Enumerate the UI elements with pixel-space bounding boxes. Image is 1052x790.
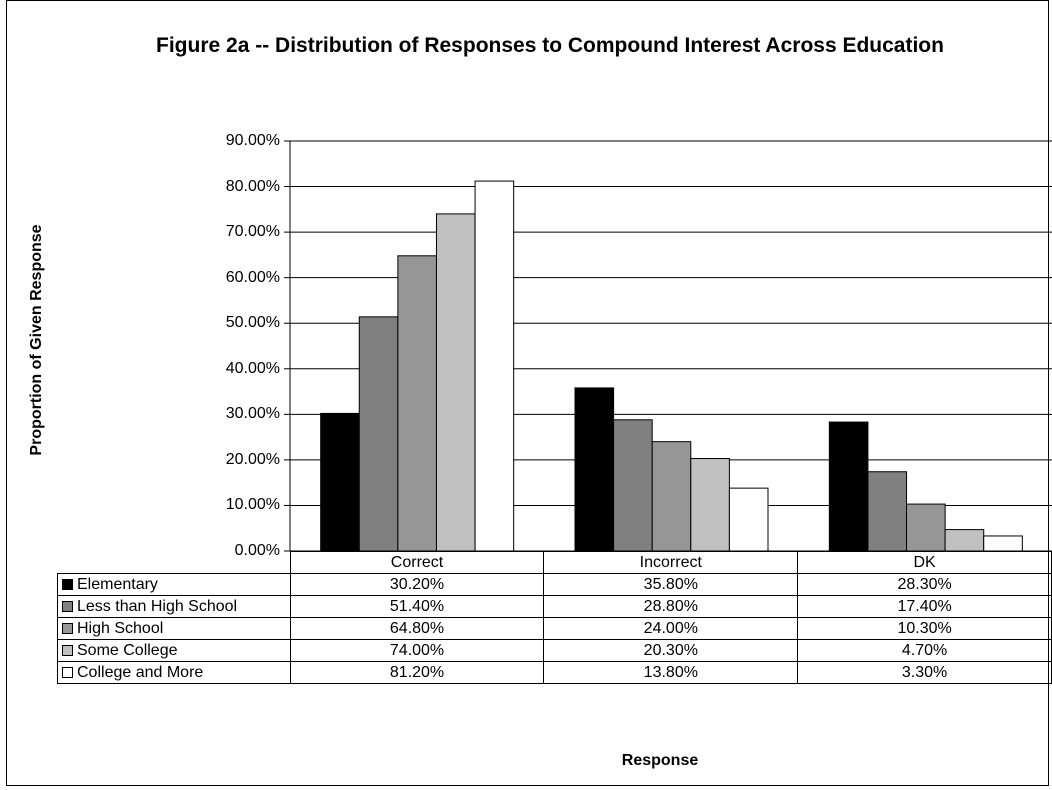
y-tick-label: 30.00% — [225, 405, 280, 423]
bar — [613, 419, 653, 552]
data-label: 13.80% — [543, 661, 799, 684]
data-label: 74.00% — [289, 639, 545, 662]
bar — [474, 180, 515, 552]
table-row: College and More 81.20% 13.80% 3.30% — [57, 661, 1052, 684]
bar — [651, 441, 692, 552]
bar — [728, 487, 769, 552]
bar — [944, 529, 985, 552]
category-label: Incorrect — [543, 551, 799, 574]
data-label: 20.30% — [543, 639, 799, 662]
series-name-text: Elementary — [77, 575, 158, 593]
bar — [867, 471, 908, 552]
data-label: 28.30% — [797, 573, 1052, 596]
table-corner — [57, 551, 291, 574]
bar — [320, 412, 360, 552]
category-label: DK — [797, 551, 1052, 574]
y-tick-label: 80.00% — [225, 177, 280, 195]
data-label: 35.80% — [543, 573, 799, 596]
chart-title: Figure 2a -- Distribution of Responses t… — [156, 34, 944, 57]
bar — [358, 316, 399, 552]
series-name-text: Less than High School — [77, 597, 238, 615]
table-row: Elementary 30.20% 35.80% 28.30% — [57, 573, 1052, 596]
data-label: 17.40% — [797, 595, 1052, 618]
category-label: Correct — [289, 551, 545, 574]
data-label: 81.20% — [289, 661, 545, 684]
legend-swatch — [62, 666, 73, 678]
data-label: 51.40% — [289, 595, 545, 618]
data-label: 28.80% — [543, 595, 799, 618]
data-label: 10.30% — [797, 617, 1052, 640]
series-name-text: High School — [77, 619, 164, 637]
y-tick-label: 50.00% — [225, 314, 280, 332]
y-tick-label: 20.00% — [225, 450, 280, 468]
bar — [435, 213, 476, 552]
bar — [983, 535, 1023, 552]
data-label: 4.70% — [797, 639, 1052, 662]
legend-swatch — [62, 600, 73, 612]
bar — [906, 503, 946, 552]
data-label: 24.00% — [543, 617, 799, 640]
table-row: High School 64.80% 24.00% 10.30% — [57, 617, 1052, 640]
table-header-row: Correct Incorrect DK — [57, 551, 1052, 574]
bar — [397, 255, 437, 552]
y-tick-label: 10.00% — [225, 496, 280, 514]
data-label: 3.30% — [797, 661, 1052, 684]
table-row: Some College 74.00% 20.30% 4.70% — [57, 639, 1052, 662]
legend-swatch — [62, 644, 73, 656]
series-name: Less than High School — [57, 595, 291, 618]
data-label: 30.20% — [289, 573, 545, 596]
bar — [690, 458, 730, 552]
y-tick-label: 40.00% — [225, 359, 280, 377]
table-row: Less than High School 51.40% 28.80% 17.40% — [57, 595, 1052, 618]
legend-swatch — [62, 578, 73, 590]
series-name: Some College — [57, 639, 291, 662]
data-label: 64.80% — [289, 617, 545, 640]
series-name: Elementary — [57, 573, 291, 596]
legend-swatch — [62, 622, 73, 634]
y-tick-label: 70.00% — [225, 223, 280, 241]
y-tick-label: 90.00% — [225, 132, 280, 149]
bar — [828, 421, 869, 552]
series-name: High School — [57, 617, 291, 640]
series-name-text: College and More — [77, 663, 204, 681]
y-tick-label: 60.00% — [225, 268, 280, 286]
x-axis-label: Response — [621, 752, 699, 769]
data-table: Correct Incorrect DK Elementary 30.20% 35.80%… — [57, 551, 1052, 684]
series-name: College and More — [57, 661, 291, 684]
bar — [574, 387, 615, 552]
series-name-text: Some College — [77, 641, 178, 659]
